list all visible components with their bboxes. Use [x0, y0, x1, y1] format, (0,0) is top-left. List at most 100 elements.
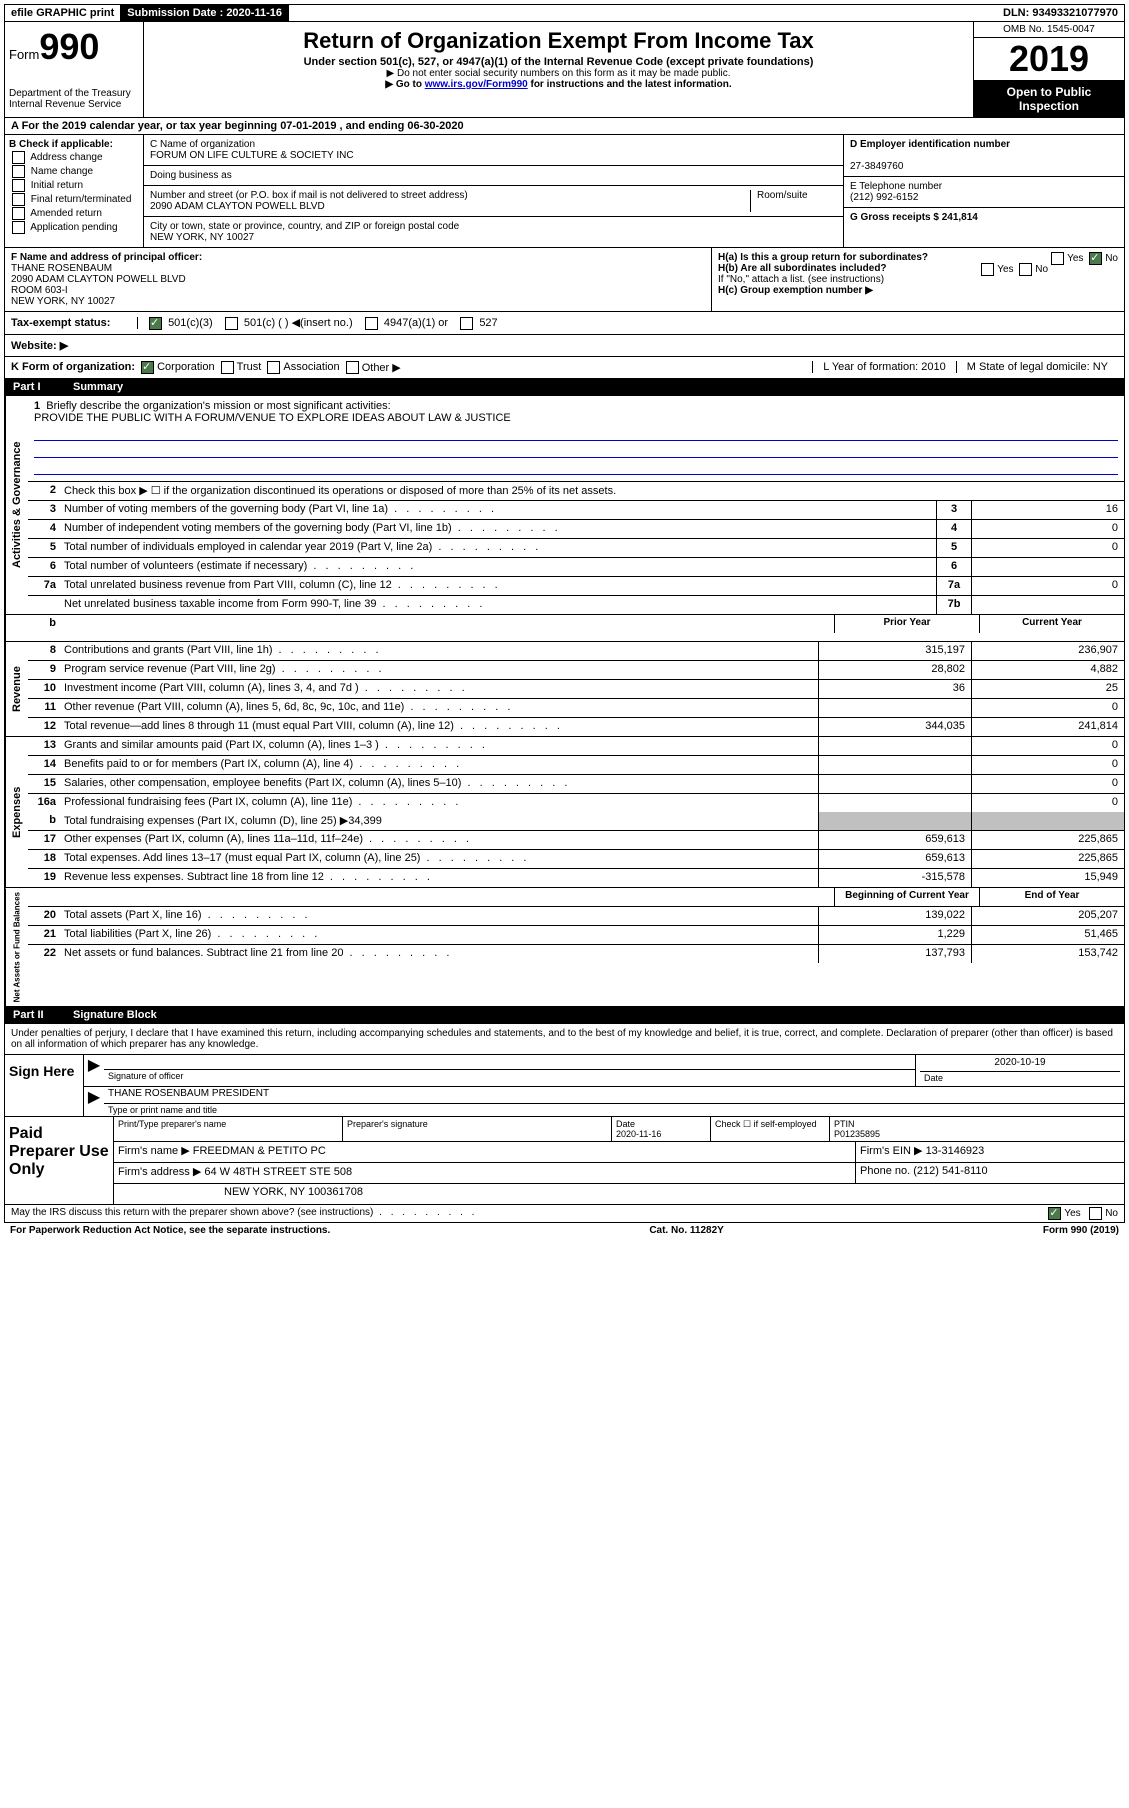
end-year-header: End of Year [979, 888, 1124, 906]
checkbox-final[interactable] [12, 193, 25, 206]
discuss-row: May the IRS discuss this return with the… [4, 1205, 1125, 1223]
cb-assoc[interactable] [267, 361, 280, 374]
checkbox-pending[interactable] [12, 221, 25, 234]
irs-link[interactable]: www.irs.gov/Form990 [425, 79, 528, 90]
table-row: 15Salaries, other compensation, employee… [28, 775, 1124, 794]
info-grid: B Check if applicable: Address change Na… [4, 135, 1125, 248]
table-row: Net unrelated business taxable income fr… [28, 596, 1124, 614]
expenses-section: Expenses 13Grants and similar amounts pa… [4, 737, 1125, 888]
hb-no[interactable] [1019, 263, 1032, 276]
org-name: FORUM ON LIFE CULTURE & SOCIETY INC [150, 150, 354, 161]
dba-label: Doing business as [150, 170, 232, 181]
cb-4947[interactable] [365, 317, 378, 330]
col-d: D Employer identification number 27-3849… [843, 135, 1124, 247]
cb-501c3[interactable] [149, 317, 162, 330]
cb-other[interactable] [346, 361, 359, 374]
open-public: Open to Public Inspection [974, 81, 1124, 117]
cb-corp[interactable] [141, 361, 154, 374]
ein-label: D Employer identification number [850, 139, 1010, 150]
efile-label: efile GRAPHIC print [5, 5, 121, 21]
prior-year-header: Prior Year [834, 615, 979, 633]
table-row: 17Other expenses (Part IX, column (A), l… [28, 831, 1124, 850]
table-row: 14Benefits paid to or for members (Part … [28, 756, 1124, 775]
city-label: City or town, state or province, country… [150, 221, 459, 232]
expenses-label: Expenses [5, 737, 28, 887]
tax-exempt-row: Tax-exempt status: 501(c)(3) 501(c) ( ) … [4, 312, 1125, 335]
col-b: B Check if applicable: Address change Na… [5, 135, 144, 247]
table-row: 8Contributions and grants (Part VIII, li… [28, 642, 1124, 661]
section-a: A For the 2019 calendar year, or tax yea… [4, 118, 1125, 135]
state-domicile: M State of legal domicile: NY [956, 361, 1118, 373]
checkbox-amended[interactable] [12, 207, 25, 220]
tel-value: (212) 992-6152 [850, 192, 918, 203]
form-number: Form990 [9, 26, 139, 68]
row-fgh: F Name and address of principal officer:… [4, 248, 1125, 312]
begin-year-header: Beginning of Current Year [834, 888, 979, 906]
footer-line: For Paperwork Reduction Act Notice, see … [4, 1223, 1125, 1238]
revenue-section: Revenue 8Contributions and grants (Part … [4, 642, 1125, 737]
table-row: 22Net assets or fund balances. Subtract … [28, 945, 1124, 963]
table-row: 3Number of voting members of the governi… [28, 501, 1124, 520]
col-h: H(a) Is this a group return for subordin… [712, 248, 1124, 311]
cb-527[interactable] [460, 317, 473, 330]
submission-date: Submission Date : 2020-11-16 [121, 5, 289, 21]
table-row: 20Total assets (Part X, line 16)139,0222… [28, 907, 1124, 926]
table-row: 4Number of independent voting members of… [28, 520, 1124, 539]
year-formation: L Year of formation: 2010 [812, 361, 956, 373]
discuss-yes[interactable] [1048, 1207, 1061, 1220]
sig-declaration: Under penalties of perjury, I declare th… [5, 1024, 1124, 1054]
form-header: Form990 Department of the Treasury Inter… [4, 22, 1125, 118]
hb-yes[interactable] [981, 263, 994, 276]
table-row: 12Total revenue—add lines 8 through 11 (… [28, 718, 1124, 736]
table-row: 9Program service revenue (Part VIII, lin… [28, 661, 1124, 680]
table-row: 13Grants and similar amounts paid (Part … [28, 737, 1124, 756]
form-subtitle: Under section 501(c), 527, or 4947(a)(1)… [148, 56, 969, 68]
revenue-label: Revenue [5, 642, 28, 736]
table-row: 6Total number of volunteers (estimate if… [28, 558, 1124, 577]
ha-yes[interactable] [1051, 252, 1064, 265]
cb-501c[interactable] [225, 317, 238, 330]
addr-value: 2090 ADAM CLAYTON POWELL BLVD [150, 201, 325, 212]
top-bar: efile GRAPHIC print Submission Date : 20… [4, 4, 1125, 22]
discuss-no[interactable] [1089, 1207, 1102, 1220]
checkbox-initial[interactable] [12, 179, 25, 192]
note-1: ▶ Do not enter social security numbers o… [148, 68, 969, 79]
row-k: K Form of organization: Corporation Trus… [4, 357, 1125, 379]
netassets-section: Net Assets or Fund Balances Beginning of… [4, 888, 1125, 1007]
table-row: 16aProfessional fundraising fees (Part I… [28, 794, 1124, 812]
ha-no[interactable] [1089, 252, 1102, 265]
part2-header: Part II Signature Block [4, 1007, 1125, 1024]
tel-label: E Telephone number [850, 181, 942, 192]
table-row: 5Total number of individuals employed in… [28, 539, 1124, 558]
current-year-header: Current Year [979, 615, 1124, 633]
part1-header: Part I Summary [4, 379, 1125, 396]
table-row: 21Total liabilities (Part X, line 26)1,2… [28, 926, 1124, 945]
checkbox-address[interactable] [12, 151, 25, 164]
preparer-section: Paid Preparer Use Only Print/Type prepar… [4, 1117, 1125, 1205]
city-value: NEW YORK, NY 10027 [150, 232, 254, 243]
dln: DLN: 93493321077970 [997, 5, 1124, 21]
omb-number: OMB No. 1545-0047 [974, 22, 1124, 38]
website-row: Website: ▶ [4, 335, 1125, 357]
cb-trust[interactable] [221, 361, 234, 374]
form-title: Return of Organization Exempt From Incom… [148, 28, 969, 54]
irs-label: Internal Revenue Service [9, 99, 121, 110]
signature-section: Under penalties of perjury, I declare th… [4, 1024, 1125, 1117]
preparer-label: Paid Preparer Use Only [5, 1117, 113, 1204]
col-f: F Name and address of principal officer:… [5, 248, 712, 311]
table-row: 7aTotal unrelated business revenue from … [28, 577, 1124, 596]
table-row: 11Other revenue (Part VIII, column (A), … [28, 699, 1124, 718]
dept-label: Department of the Treasury [9, 88, 131, 99]
sign-here-label: Sign Here [5, 1055, 84, 1116]
table-row: 19Revenue less expenses. Subtract line 1… [28, 869, 1124, 887]
checkbox-name[interactable] [12, 165, 25, 178]
ein-value: 27-3849760 [850, 161, 903, 172]
mission-text: PROVIDE THE PUBLIC WITH A FORUM/VENUE TO… [34, 412, 1118, 424]
governance-label: Activities & Governance [5, 396, 28, 614]
table-row: 18Total expenses. Add lines 13–17 (must … [28, 850, 1124, 869]
org-name-label: C Name of organization [150, 139, 255, 150]
addr-label: Number and street (or P.O. box if mail i… [150, 190, 468, 201]
table-row: 10Investment income (Part VIII, column (… [28, 680, 1124, 699]
gross-receipts: G Gross receipts $ 241,814 [850, 212, 978, 223]
col-c: C Name of organization FORUM ON LIFE CUL… [144, 135, 843, 247]
